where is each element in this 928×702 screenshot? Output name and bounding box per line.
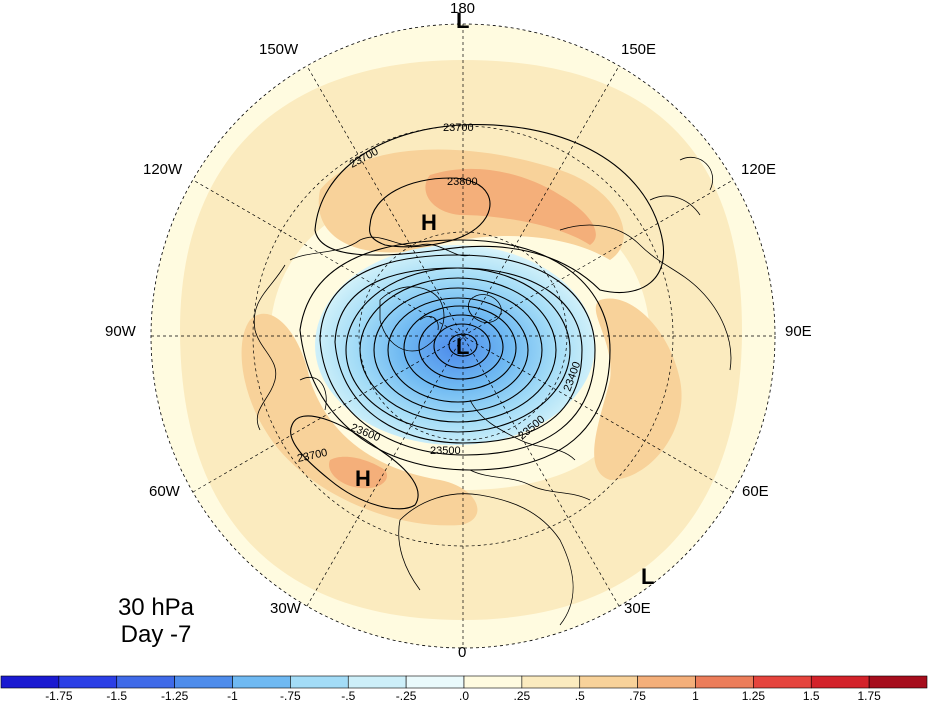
colorbar-tick-label: -1.25 xyxy=(161,689,189,702)
coastlines xyxy=(253,157,732,626)
high-marker-north-atlantic: H xyxy=(355,466,371,491)
arctic-islands xyxy=(419,294,502,331)
longitude-label-90w: 90W xyxy=(105,323,137,340)
high-marker-north-pacific: H xyxy=(421,210,437,235)
colorbar-tick-label: -.75 xyxy=(280,689,301,702)
africa-coast xyxy=(398,493,574,626)
panel-caption: 30 hPa Day -7 xyxy=(96,594,216,648)
longitude-label-120e: 120E xyxy=(741,161,776,178)
strong-positive-atlantic xyxy=(329,456,388,489)
colorbar-tick-label: 1.75 xyxy=(857,689,881,702)
colorbar-tick-label: -.25 xyxy=(396,689,417,702)
colorbar-tick-label: .0 xyxy=(459,689,469,702)
vortex-negative-anomaly xyxy=(315,245,595,445)
moderate-positive-eurasia xyxy=(594,298,682,480)
colorbar-tick-labels: -1.75 -1.5 -1.25 -1 -.75 -.5 -.25 .0 .25 .5 .75 1 1.… xyxy=(45,689,881,702)
meridian-30e-150w xyxy=(306,65,620,607)
colorbar-swatch xyxy=(810,675,870,689)
contour-23500 xyxy=(319,254,596,456)
europe-coast xyxy=(469,399,591,501)
colorbar-swatch xyxy=(579,675,638,689)
longitude-label-150w: 150W xyxy=(259,41,299,58)
colorbar-tick-label: -1 xyxy=(227,689,238,702)
height-contours xyxy=(290,124,665,510)
moderate-positive-atlantic xyxy=(241,313,478,526)
longitude-label-30e: 30E xyxy=(624,600,651,617)
longitude-label-layer: 180 150E 120E 90E 60E 30E 0 30W 60W 90W … xyxy=(105,0,812,661)
colorbar-swatch xyxy=(753,675,812,689)
vortex-contour-5 xyxy=(403,305,517,391)
vortex-contour-4 xyxy=(387,297,529,403)
map-boundary xyxy=(150,23,776,649)
longitude-label-180: 180 xyxy=(450,0,475,17)
colorbar-tick-label: 1.5 xyxy=(803,689,820,702)
greenland-coast xyxy=(379,286,445,352)
contour-23600 xyxy=(299,239,611,471)
colorbar-swatch xyxy=(290,675,349,689)
asia-coast xyxy=(559,157,732,371)
vortex-contour-1 xyxy=(345,267,571,433)
vortex-contour-6 xyxy=(418,314,504,380)
meridian-60e-120w xyxy=(192,179,734,493)
longitude-label-90e: 90E xyxy=(785,323,812,340)
longitude-label-60e: 60E xyxy=(742,483,769,500)
vortex-contour-8 xyxy=(448,333,478,357)
colorbar-swatch xyxy=(521,675,581,689)
contour-23700-outer xyxy=(314,124,665,294)
colorbar-tick-label: 1.25 xyxy=(742,689,766,702)
longitude-label-0: 0 xyxy=(458,644,466,661)
low-marker-polar-vortex: L xyxy=(456,334,469,359)
colorbar-swatch xyxy=(58,675,118,689)
low-marker-dateline: L xyxy=(456,8,469,33)
low-marker-africa-edge: L xyxy=(641,564,654,589)
colorbar-tick-label: .75 xyxy=(629,689,646,702)
colorbar-swatch xyxy=(463,675,523,689)
colorbar-swatch xyxy=(637,675,696,689)
colorbar-swatch xyxy=(174,675,233,689)
contour-label: 23700 xyxy=(443,122,474,134)
contour-label: 23500 xyxy=(430,445,461,457)
pressure-level-label: 30 hPa xyxy=(117,594,195,621)
vortex-contour-2 xyxy=(359,277,557,423)
colorbar-tick-label: -.5 xyxy=(341,689,355,702)
colorbar-tick-label: -1.75 xyxy=(45,689,73,702)
longitude-label-60w: 60W xyxy=(149,483,181,500)
colorbar-swatch xyxy=(0,675,60,689)
contour-23400 xyxy=(334,267,583,444)
colorbar-tick-label: -1.5 xyxy=(106,689,127,702)
day-label: Day -7 xyxy=(120,621,192,648)
longitude-label-120w: 120W xyxy=(143,161,183,178)
colorbar-swatch xyxy=(695,675,754,689)
longitude-label-30w: 30W xyxy=(270,600,302,617)
vortex-contour-7 xyxy=(433,323,491,369)
vortex-contour-3 xyxy=(373,287,543,413)
colorbar-tick-label: .25 xyxy=(514,689,531,702)
meridian-30w-150e xyxy=(306,65,620,607)
graticule xyxy=(151,24,775,648)
meridian-60w-120e xyxy=(192,179,734,493)
colorbar-swatch xyxy=(116,675,175,689)
contour-label: 23800 xyxy=(447,176,478,188)
colorbar-swatch xyxy=(868,675,928,689)
longitude-label-150e: 150E xyxy=(621,41,656,58)
contour-23700-atlantic xyxy=(290,415,419,510)
strong-positive-north-pacific xyxy=(425,168,596,245)
colorbar-swatch xyxy=(232,675,291,689)
colorbar-swatch xyxy=(405,675,465,689)
system-marker-layer: H H L L L xyxy=(355,8,654,589)
colorbar xyxy=(0,675,928,689)
contour-23800-high xyxy=(368,177,491,248)
colorbar-swatch xyxy=(347,675,407,689)
colorbar-tick-label: .5 xyxy=(575,689,585,702)
colorbar-tick-label: 1 xyxy=(692,689,699,702)
